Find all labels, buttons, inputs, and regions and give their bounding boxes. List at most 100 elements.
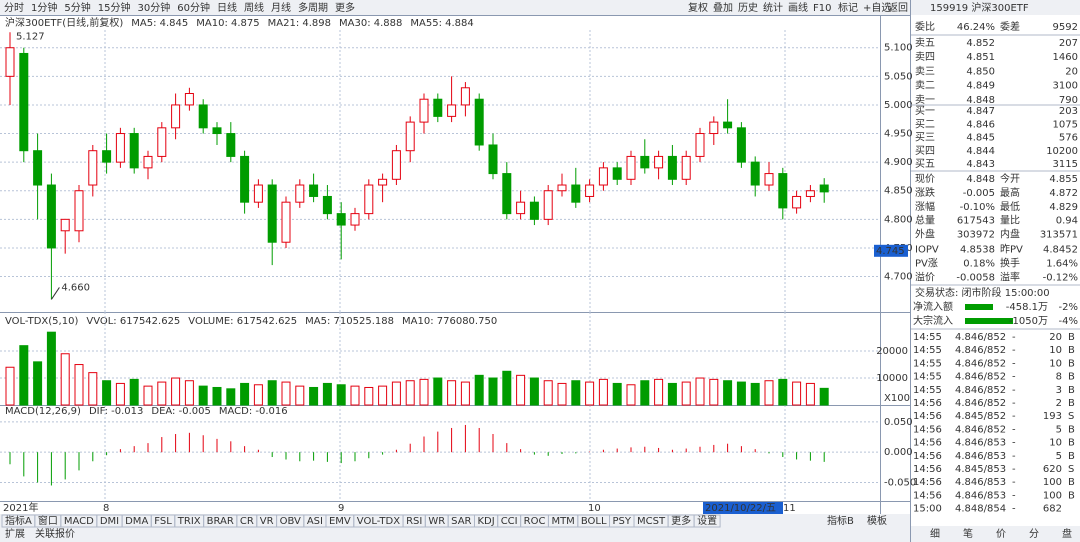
indicator-tab[interactable]: MTM [551, 516, 574, 527]
trade-price: 4.846/852 [955, 372, 1006, 383]
trade-volume: 10 [1049, 345, 1062, 356]
ext-tab[interactable]: 关联报价 [35, 527, 75, 540]
indicator-tab[interactable]: CCI [501, 516, 518, 527]
x-tick-label: 8 [103, 503, 109, 514]
y-tick-label: 4.950 [884, 129, 913, 140]
indicator-tab[interactable]: EMV [329, 516, 351, 527]
indicator-tab[interactable]: ROC [524, 516, 546, 527]
indicator-tab[interactable]: 更多 [671, 514, 691, 527]
period-tab[interactable]: 多周期 [298, 1, 328, 14]
tool-button[interactable]: +自选 [863, 1, 891, 14]
flow-label: 大宗流入 [913, 314, 953, 327]
period-tab[interactable]: 分时 [4, 2, 24, 14]
tool-button[interactable]: 统计 [763, 1, 783, 14]
trade-price: 4.846/853 [955, 451, 1006, 462]
quote-label: 内盘 [1000, 228, 1020, 241]
macd-legend: DEA: -0.005 [151, 406, 210, 417]
tool-button[interactable]: 标记 [838, 2, 858, 14]
candle-body [516, 201, 526, 215]
tool-button[interactable]: 画线 [788, 1, 808, 14]
candle-body [792, 195, 802, 209]
indicator-tab[interactable]: BOLL [581, 516, 607, 527]
indicator-tab[interactable]: SAR [451, 516, 471, 527]
indicator-tab[interactable]: TRIX [177, 516, 201, 527]
candle-body [212, 127, 222, 135]
indicator-tab[interactable]: BRAR [207, 516, 234, 527]
bid-volume: 3115 [1053, 159, 1078, 170]
indicator-tab[interactable]: DMI [100, 516, 119, 527]
period-tab[interactable]: 60分钟 [177, 1, 210, 14]
trade-dash: - [1012, 358, 1016, 369]
bid-price: 4.847 [966, 106, 995, 117]
indicator-tab[interactable]: 设置 [697, 515, 717, 527]
candle-body [281, 201, 291, 243]
y-tick-label: 5.000 [884, 100, 913, 111]
indicator-tab[interactable]: WR [428, 516, 445, 527]
period-tab[interactable]: 周线 [244, 1, 264, 14]
vol-legend: MA5: 710525.188 [305, 316, 394, 327]
volume-bar [750, 382, 760, 406]
period-tab[interactable]: 1分钟 [31, 1, 57, 14]
indicator-tab[interactable]: DMA [125, 516, 148, 527]
indicator-tab[interactable]: KDJ [477, 516, 494, 527]
period-tab[interactable]: 日线 [217, 1, 237, 14]
panel-tab[interactable]: 分 [1029, 528, 1039, 540]
volume-bar [433, 377, 443, 406]
flow-label: 净流入额 [913, 300, 953, 313]
quote-value: -0.0058 [956, 272, 995, 283]
volume-bar [709, 378, 719, 406]
indicator-tab[interactable]: CR [240, 516, 254, 527]
ask-label: 卖五 [915, 37, 935, 49]
quote-label: 涨跌 [915, 186, 935, 199]
tool-button[interactable]: F10 [813, 3, 831, 14]
indicator-tab[interactable]: 窗口 [38, 514, 58, 527]
panel-tab[interactable]: 笔 [963, 527, 973, 540]
period-tab[interactable]: 30分钟 [137, 1, 170, 14]
volume-bar [819, 387, 829, 406]
volume-bar [640, 380, 650, 406]
volume-bar [488, 377, 498, 406]
tool-button[interactable]: 历史 [738, 2, 758, 14]
volume-bar [350, 385, 360, 406]
indicator-tab[interactable]: OBV [280, 516, 301, 527]
period-tab[interactable]: 更多 [335, 1, 355, 14]
panel-tab[interactable]: 盘 [1062, 527, 1072, 540]
quote-label: 溢率 [1000, 270, 1020, 283]
period-tab[interactable]: 月线 [271, 1, 291, 14]
indicator-tab[interactable]: FSL [154, 516, 172, 527]
indicator-tab[interactable]: RSI [406, 516, 422, 527]
indicator-tab[interactable]: VR [260, 516, 274, 527]
tool-button[interactable]: 返回 [888, 2, 908, 14]
tool-button[interactable]: 叠加 [713, 2, 733, 14]
panel-tab[interactable]: 细 [930, 527, 940, 540]
indicator-tab[interactable]: PSY [613, 516, 632, 527]
period-tab[interactable]: 5分钟 [64, 1, 90, 14]
toolbar [0, 0, 1080, 15]
quote-label: 外盘 [915, 228, 935, 241]
indicator-tab[interactable]: 指标A [5, 514, 32, 527]
indicator-tab[interactable]: ASI [307, 516, 323, 527]
quote-value: 4.848 [966, 174, 995, 185]
y-tick-label: 0.050 [884, 417, 913, 428]
ext-tab[interactable]: 扩展 [5, 527, 25, 540]
trade-price: 4.848/854 [955, 504, 1006, 515]
tool-button[interactable]: 复权 [688, 1, 708, 14]
x-tick-label: 10 [588, 503, 601, 514]
indicator-tab[interactable]: MCST [637, 516, 666, 527]
candle-body [378, 178, 388, 186]
quote-label: 总量 [915, 214, 935, 227]
indicator-tab[interactable]: 模板 [867, 514, 887, 527]
volume-bar [33, 361, 43, 406]
volume-bar [5, 366, 15, 406]
trade-price: 4.846/852 [955, 398, 1006, 409]
volume-bar [364, 386, 374, 406]
indicator-tab[interactable]: MACD [64, 516, 94, 527]
panel-tab[interactable]: 价 [996, 528, 1006, 540]
candle-body [447, 104, 457, 117]
trade-time: 14:55 [913, 358, 942, 369]
period-tab[interactable]: 15分钟 [98, 1, 131, 14]
indicator-tab[interactable]: VOL-TDX [357, 516, 400, 527]
trade-time: 14:56 [913, 464, 942, 475]
macd-legend: MACD: -0.016 [219, 406, 288, 417]
indicator-tab[interactable]: 指标B [827, 514, 854, 527]
